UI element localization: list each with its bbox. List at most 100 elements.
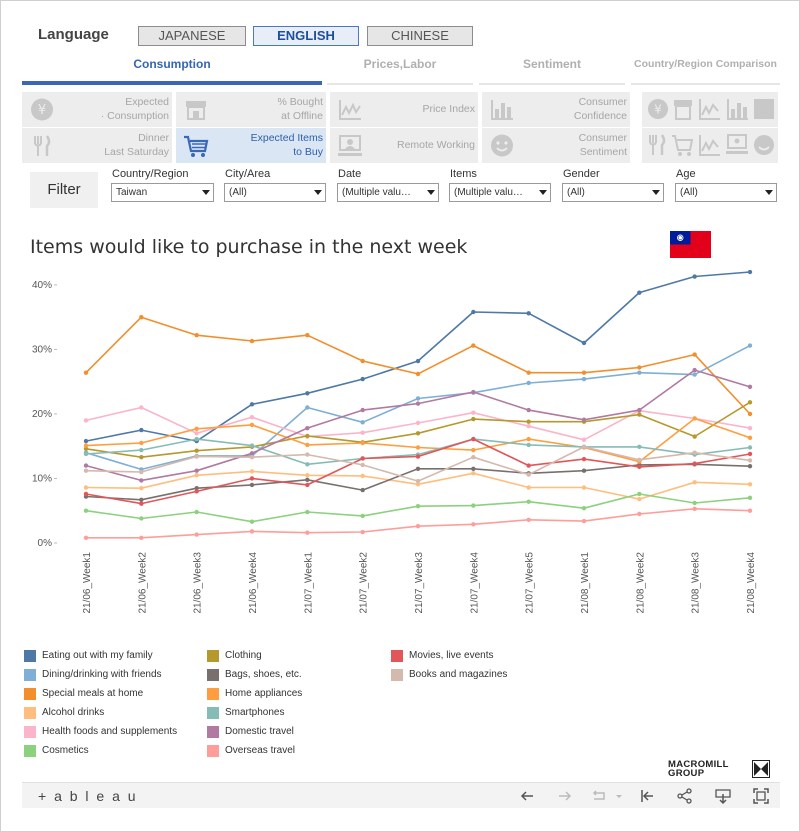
download-icon[interactable] xyxy=(714,787,732,805)
data-point xyxy=(249,338,255,344)
tile-price-index[interactable]: Price Index xyxy=(330,92,478,127)
data-point xyxy=(305,473,310,478)
share-icon[interactable] xyxy=(676,787,694,805)
data-point xyxy=(526,419,531,424)
data-point xyxy=(360,529,365,535)
age-select[interactable]: (All) xyxy=(675,183,777,202)
tile-line2: to Buy xyxy=(293,146,323,158)
shopping-cart-icon xyxy=(184,135,209,157)
icon-strip-consumption[interactable]: ¥ xyxy=(642,92,778,127)
language-chinese-button[interactable]: CHINESE xyxy=(367,26,473,46)
data-point xyxy=(581,505,587,511)
tile-consumer-sentiment[interactable]: Consumer Sentiment xyxy=(482,128,630,163)
data-point xyxy=(526,499,531,504)
revert-icon[interactable] xyxy=(590,787,624,805)
data-point xyxy=(692,461,697,466)
data-point xyxy=(194,436,199,442)
data-point xyxy=(747,495,753,501)
data-point xyxy=(305,433,310,439)
tile-line2: Last Saturday xyxy=(104,146,169,158)
date-select[interactable]: (Multiple valu… xyxy=(337,183,439,202)
data-point xyxy=(747,270,753,275)
data-point xyxy=(305,452,310,457)
data-point xyxy=(747,508,753,513)
legend-item[interactable]: Dining/drinking with friends xyxy=(24,669,162,683)
tile-dinner-last-saturday[interactable]: Dinner Last Saturday xyxy=(22,128,172,163)
legend-swatch xyxy=(391,650,403,662)
data-point xyxy=(194,431,199,436)
legend-item[interactable]: Books and magazines xyxy=(391,669,507,683)
data-point xyxy=(305,462,310,467)
data-point xyxy=(139,485,144,491)
legend-item[interactable]: Movies, live events xyxy=(391,650,493,664)
city-area-select[interactable]: (All) xyxy=(224,183,326,202)
legend-item[interactable]: Domestic travel xyxy=(207,726,294,740)
series-line xyxy=(85,271,751,442)
remote-worker-icon xyxy=(338,135,362,156)
tile-expected-items-to-buy[interactable]: Expected Items to Buy xyxy=(176,128,326,163)
data-point xyxy=(139,535,144,541)
redo-icon[interactable] xyxy=(556,787,574,805)
tile-bought-offline[interactable]: % Bought at Offline xyxy=(176,92,326,127)
gender-select[interactable]: (All) xyxy=(562,183,664,202)
legend-item[interactable]: Bags, shoes, etc. xyxy=(207,669,302,683)
data-point xyxy=(526,407,531,413)
legend-item[interactable]: Eating out with my family xyxy=(24,650,153,664)
category-icons: ¥ xyxy=(648,99,774,120)
fullscreen-icon[interactable] xyxy=(752,787,770,805)
legend-item[interactable]: Overseas travel xyxy=(207,745,295,759)
data-point xyxy=(747,400,753,405)
data-point xyxy=(249,519,255,524)
tile-consumer-confidence[interactable]: Consumer Confidence xyxy=(482,92,630,127)
data-point xyxy=(83,463,89,468)
filter-button[interactable]: Filter xyxy=(30,172,98,208)
tile-line2: Confidence xyxy=(573,110,627,122)
fork-knife-icon xyxy=(34,135,51,156)
data-point xyxy=(139,454,144,460)
legend-item[interactable]: Home appliances xyxy=(207,688,302,702)
legend-label: Cosmetics xyxy=(42,745,89,756)
data-point xyxy=(692,434,697,439)
data-point xyxy=(692,450,697,455)
svg-text:¥: ¥ xyxy=(38,103,46,118)
country-region-select[interactable]: Taiwan xyxy=(111,183,214,202)
tab-consumption[interactable]: Consumption xyxy=(22,56,322,85)
legend-item[interactable]: Alcohol drinks xyxy=(24,707,104,721)
data-point xyxy=(415,371,421,377)
tab-country-region-comparison[interactable]: Country/Region Comparison xyxy=(631,56,780,85)
undo-icon[interactable] xyxy=(518,787,536,805)
tile-remote-working[interactable]: Remote Working xyxy=(330,128,478,163)
data-point xyxy=(637,464,642,470)
data-point xyxy=(526,442,531,448)
data-point xyxy=(139,478,144,483)
x-tick-label: 21/07_Week4 xyxy=(469,552,480,614)
items-select[interactable]: (Multiple valu… xyxy=(449,183,551,202)
data-point xyxy=(305,509,310,515)
reset-icon[interactable] xyxy=(638,787,656,805)
data-point xyxy=(526,380,531,386)
data-point xyxy=(360,462,365,468)
chart-title: Items would like to purchase in the next… xyxy=(30,236,468,258)
data-point xyxy=(692,506,697,512)
language-japanese-button[interactable]: JAPANESE xyxy=(138,26,246,46)
tile-expected-consumption[interactable]: ¥ Expected · Consumption xyxy=(22,92,172,127)
data-point xyxy=(139,405,144,410)
data-point xyxy=(471,447,476,453)
legend-item[interactable]: Cosmetics xyxy=(24,745,89,759)
x-tick-label: 21/06_Week4 xyxy=(248,552,259,614)
data-point xyxy=(305,442,310,448)
y-tick-label: 20% xyxy=(32,409,52,420)
legend-item[interactable]: Clothing xyxy=(207,650,262,664)
tab-prices-labor[interactable]: Prices,Labor xyxy=(327,56,473,85)
legend-item[interactable]: Special meals at home xyxy=(24,688,143,702)
data-point xyxy=(415,482,421,487)
icon-strip-lifestyle[interactable] xyxy=(642,128,778,163)
data-point xyxy=(581,417,587,422)
data-point xyxy=(415,358,421,364)
legend-item[interactable]: Smartphones xyxy=(207,707,284,721)
legend-item[interactable]: Health foods and supplements xyxy=(24,726,177,740)
data-point xyxy=(249,451,255,456)
language-english-button[interactable]: ENGLISH xyxy=(253,26,359,46)
x-tick-label: 21/08_Week3 xyxy=(691,552,702,614)
tab-sentiment[interactable]: Sentiment xyxy=(479,56,625,85)
